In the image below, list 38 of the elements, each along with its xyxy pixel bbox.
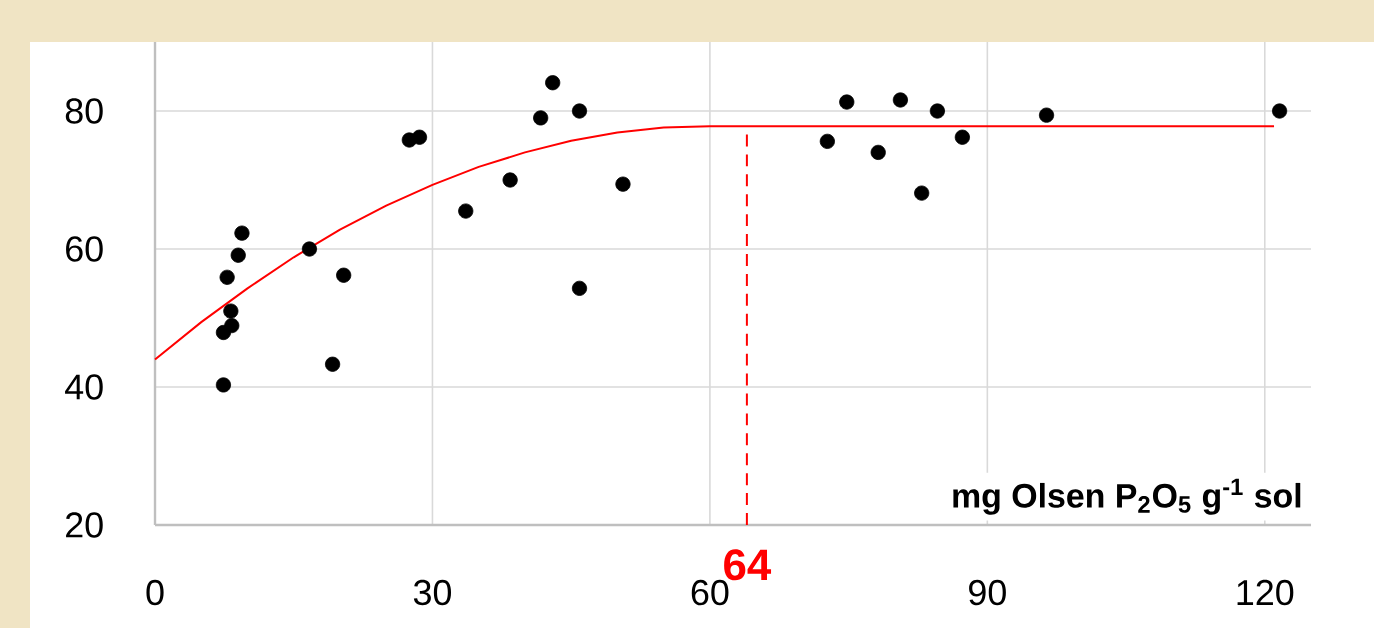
point <box>571 103 588 119</box>
point <box>533 110 549 126</box>
point <box>954 129 970 145</box>
point <box>571 280 588 296</box>
point <box>336 267 352 283</box>
point <box>458 203 474 219</box>
y-tick-label: 20 <box>66 512 103 538</box>
x-tick-label: 60 <box>691 579 729 606</box>
point <box>1038 107 1055 123</box>
point <box>223 303 239 319</box>
line-series <box>154 125 1276 361</box>
x-tick-label: 120 <box>1237 579 1294 606</box>
point <box>215 377 232 393</box>
x-tick-label: 90 <box>969 579 1006 606</box>
y-tick-label: 80 <box>65 98 103 124</box>
x-tick-label: 30 <box>413 579 452 606</box>
point <box>914 185 930 201</box>
x-axis-title: mg Olsen P$_{2}$O$_{5}$ g$^{-1}$ sol <box>953 478 1301 515</box>
point <box>839 94 855 110</box>
point <box>870 144 886 160</box>
point <box>234 225 250 241</box>
point <box>224 318 240 334</box>
point <box>411 129 428 145</box>
point <box>230 247 246 263</box>
point <box>325 356 341 372</box>
ref-line-label: 64 <box>724 549 772 581</box>
point <box>545 75 561 91</box>
point <box>615 176 631 192</box>
point <box>819 133 835 149</box>
point <box>502 172 518 188</box>
y-tick-label: 40 <box>65 374 103 400</box>
point <box>929 103 945 119</box>
x-tick-label: 0 <box>146 579 164 606</box>
y-tick-label: 60 <box>66 236 103 262</box>
point <box>301 241 318 257</box>
point <box>1272 103 1288 119</box>
point <box>219 269 235 285</box>
point <box>892 92 908 108</box>
